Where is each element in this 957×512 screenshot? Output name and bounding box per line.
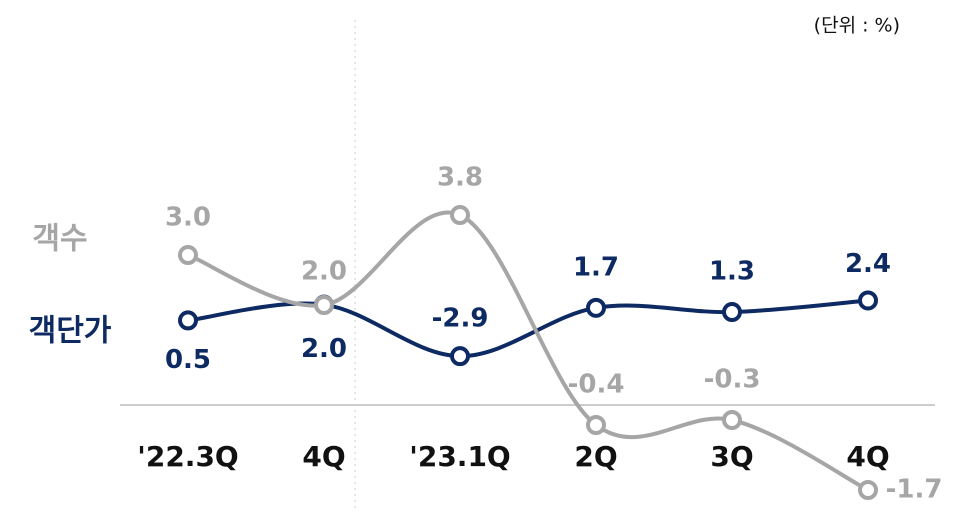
- x-tick-label: 4Q: [302, 440, 345, 473]
- data-label: -1.7: [886, 475, 943, 505]
- unit-note: (단위 : %): [814, 15, 900, 37]
- legend-label: 객단가: [29, 314, 112, 349]
- point: [450, 205, 470, 225]
- data-label: 2.0: [301, 257, 347, 287]
- point: [722, 302, 742, 323]
- point: [178, 310, 198, 331]
- data-label: 2.0: [301, 334, 347, 364]
- data-label: 1.3: [709, 257, 755, 287]
- point: [858, 480, 878, 500]
- point: [586, 415, 606, 435]
- point: [722, 410, 742, 430]
- data-label: 0.5: [165, 345, 211, 375]
- data-label: 3.8: [437, 163, 483, 193]
- x-tick-label: '22.3Q: [137, 440, 238, 473]
- point: [586, 297, 606, 318]
- point: [314, 295, 334, 315]
- point: [858, 290, 878, 311]
- data-label: 3.0: [165, 203, 211, 233]
- x-tick-label: '23.1Q: [409, 440, 510, 473]
- data-label: 1.7: [573, 252, 619, 282]
- data-label: 2.4: [845, 249, 891, 279]
- x-tick-label: 4Q: [846, 440, 889, 473]
- data-label: -2.9: [432, 304, 489, 334]
- series-line: [187, 298, 869, 359]
- data-label: -0.4: [568, 370, 625, 400]
- legend-label: 객수: [32, 222, 87, 257]
- x-tick-label: 3Q: [710, 440, 753, 473]
- data-label: -0.3: [704, 365, 761, 395]
- point: [178, 245, 198, 265]
- x-tick-label: 2Q: [574, 440, 617, 473]
- series-line: [187, 210, 869, 492]
- point: [450, 346, 470, 367]
